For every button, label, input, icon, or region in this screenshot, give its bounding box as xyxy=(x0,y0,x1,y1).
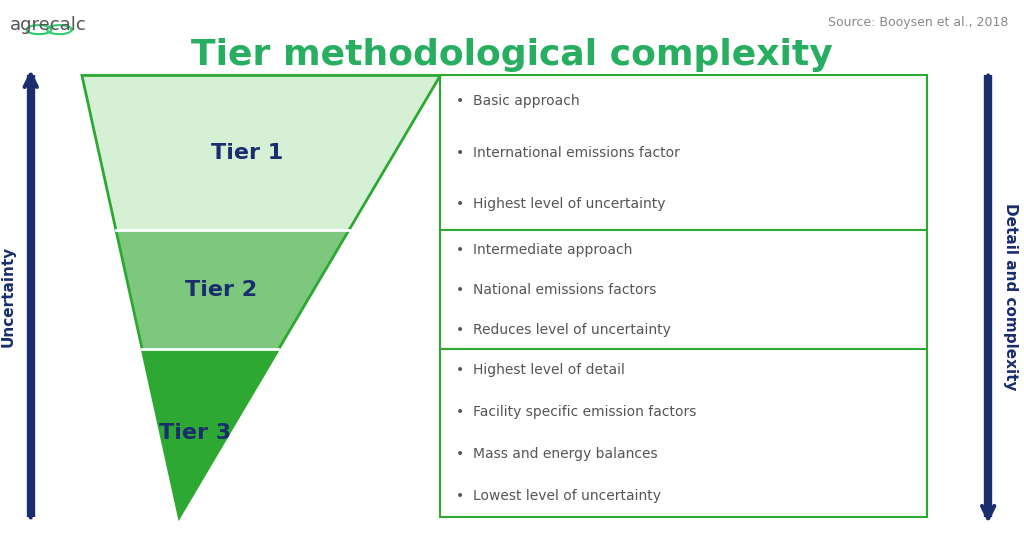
Text: •  Facility specific emission factors: • Facility specific emission factors xyxy=(456,405,696,419)
Text: •  Basic approach: • Basic approach xyxy=(456,94,580,108)
Text: •  Reduces level of uncertainty: • Reduces level of uncertainty xyxy=(456,323,671,336)
Text: •  Intermediate approach: • Intermediate approach xyxy=(456,243,632,257)
Text: Tier 1: Tier 1 xyxy=(211,143,283,163)
Text: Tier 3: Tier 3 xyxy=(159,424,230,444)
Polygon shape xyxy=(142,349,279,517)
Text: •  International emissions factor: • International emissions factor xyxy=(456,146,680,160)
Text: Tier methodological complexity: Tier methodological complexity xyxy=(191,38,833,72)
Text: Detail and complexity: Detail and complexity xyxy=(1004,203,1018,390)
Bar xyxy=(440,75,927,230)
Text: •  Mass and energy balances: • Mass and energy balances xyxy=(456,447,657,461)
Text: Uncertainty: Uncertainty xyxy=(1,246,15,347)
Text: Source: Booysen et al., 2018: Source: Booysen et al., 2018 xyxy=(828,16,1009,29)
Text: agrecalc: agrecalc xyxy=(10,16,87,34)
Bar xyxy=(440,349,927,517)
Polygon shape xyxy=(82,75,440,230)
Text: •  Highest level of detail: • Highest level of detail xyxy=(456,363,625,377)
Text: •  Highest level of uncertainty: • Highest level of uncertainty xyxy=(456,197,666,211)
Polygon shape xyxy=(116,230,349,349)
Bar xyxy=(440,230,927,349)
Text: •  Lowest level of uncertainty: • Lowest level of uncertainty xyxy=(456,489,660,503)
Text: Tier 2: Tier 2 xyxy=(185,280,257,300)
Text: •  National emissions factors: • National emissions factors xyxy=(456,283,656,297)
